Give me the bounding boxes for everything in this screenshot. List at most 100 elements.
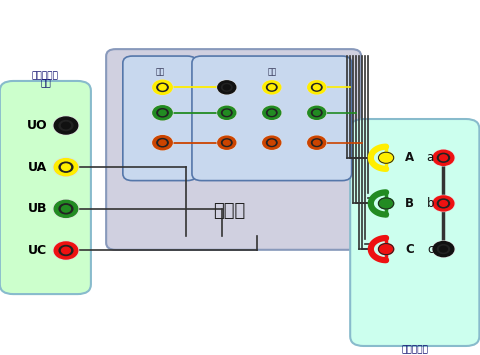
Circle shape [307,106,325,119]
Circle shape [312,140,320,145]
Circle shape [311,83,322,91]
Circle shape [156,83,168,92]
Circle shape [262,80,281,94]
Text: c: c [427,242,433,256]
Text: 測量: 測量 [266,67,276,76]
Circle shape [153,136,172,150]
Circle shape [59,204,72,214]
Circle shape [54,242,78,259]
Circle shape [156,109,168,117]
Circle shape [311,109,322,116]
Circle shape [221,83,231,91]
Text: A: A [404,151,413,164]
Circle shape [153,80,172,94]
Circle shape [217,136,236,150]
Circle shape [53,116,78,135]
Circle shape [378,152,393,163]
Circle shape [268,85,275,90]
Circle shape [432,196,453,211]
FancyBboxPatch shape [192,56,351,181]
Circle shape [266,83,276,91]
Text: 激出: 激出 [155,67,164,76]
Circle shape [153,106,172,120]
Circle shape [266,109,276,116]
Circle shape [262,136,281,150]
Circle shape [266,139,276,147]
Circle shape [268,140,275,145]
Text: a: a [426,151,433,164]
Text: 測試儀: 測試儀 [212,202,244,220]
Circle shape [53,241,78,260]
Circle shape [217,106,235,119]
Circle shape [262,106,281,120]
Circle shape [439,201,446,206]
Circle shape [59,246,72,256]
Text: 三相調壓器: 三相調壓器 [32,71,59,80]
Circle shape [432,242,453,257]
Circle shape [152,80,172,95]
FancyBboxPatch shape [106,49,360,250]
FancyBboxPatch shape [0,81,91,294]
Text: C: C [404,242,413,256]
Circle shape [158,84,166,90]
Circle shape [432,195,454,212]
Circle shape [436,153,449,162]
Circle shape [53,158,78,176]
Circle shape [378,244,393,255]
Text: B: B [404,197,413,210]
Circle shape [217,81,235,94]
Circle shape [312,110,320,115]
Text: 三相變壓器: 三相變壓器 [400,345,427,354]
Circle shape [61,247,70,254]
Circle shape [307,80,326,94]
Circle shape [59,121,72,131]
Circle shape [158,140,166,145]
Text: UA: UA [28,161,47,174]
Circle shape [217,80,236,94]
Circle shape [223,85,230,90]
Circle shape [61,164,70,170]
Circle shape [268,110,275,115]
Circle shape [307,136,325,149]
Circle shape [156,138,168,147]
Circle shape [152,105,172,120]
Circle shape [436,199,449,208]
Text: 輸出: 輸出 [40,79,51,88]
Circle shape [221,139,231,147]
Circle shape [152,135,172,150]
Circle shape [217,106,236,120]
Circle shape [223,140,230,145]
Circle shape [54,117,78,134]
Circle shape [59,162,72,172]
Circle shape [61,122,70,129]
Circle shape [54,159,78,176]
FancyBboxPatch shape [122,56,196,181]
Circle shape [262,136,280,149]
Text: b: b [426,197,433,210]
Circle shape [432,150,454,166]
Circle shape [436,245,449,253]
Circle shape [432,241,454,257]
Circle shape [217,136,235,149]
Circle shape [158,110,166,115]
Circle shape [53,200,78,218]
Text: UO: UO [27,119,48,132]
Circle shape [61,206,70,212]
Circle shape [307,106,326,120]
Circle shape [262,106,280,119]
Circle shape [432,150,453,165]
Circle shape [439,155,446,160]
Circle shape [312,85,320,90]
Circle shape [378,198,393,209]
Circle shape [262,81,280,94]
Circle shape [221,109,231,116]
FancyBboxPatch shape [349,119,479,346]
Text: UB: UB [28,202,48,215]
Circle shape [223,110,230,115]
Text: UC: UC [28,244,47,257]
Circle shape [54,200,78,217]
Circle shape [307,81,325,94]
Circle shape [307,136,326,150]
Circle shape [311,139,322,147]
Circle shape [439,246,446,252]
